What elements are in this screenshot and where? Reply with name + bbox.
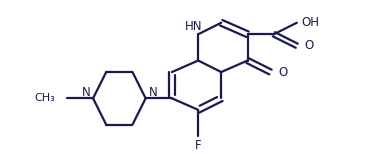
Text: O: O (279, 66, 288, 79)
Text: O: O (305, 39, 314, 52)
Text: CH₃: CH₃ (35, 93, 55, 103)
Text: N: N (149, 86, 157, 99)
Text: F: F (195, 139, 201, 152)
Text: N: N (81, 86, 90, 99)
Text: OH: OH (302, 16, 320, 29)
Text: HN: HN (185, 20, 202, 32)
